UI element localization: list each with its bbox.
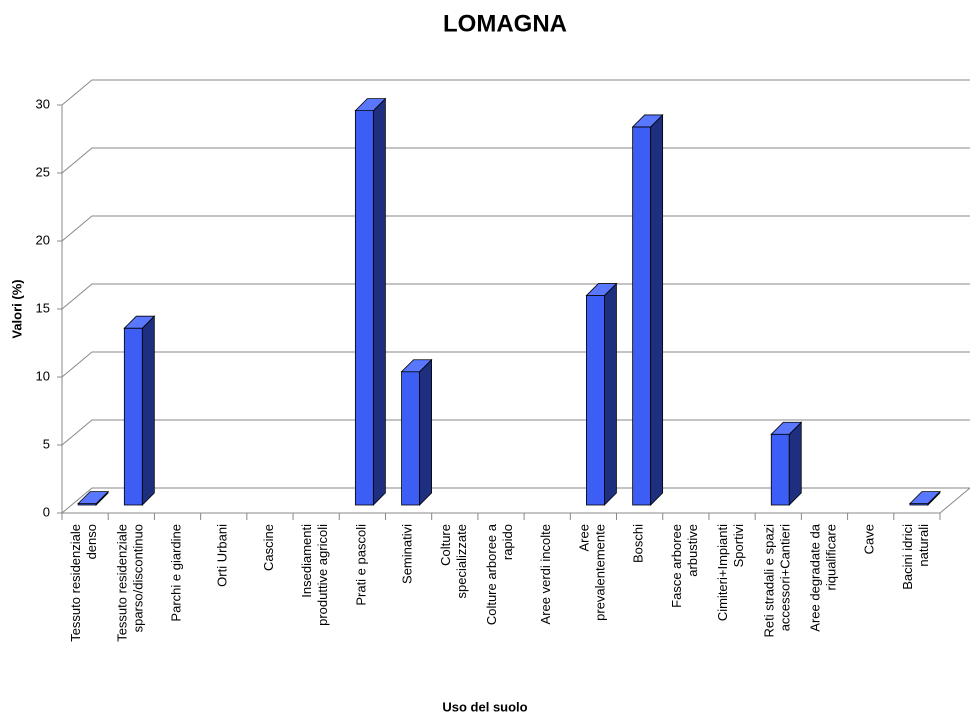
bar bbox=[123, 315, 156, 506]
bar-top bbox=[631, 114, 664, 128]
bar-top bbox=[123, 315, 156, 329]
chart-title: LOMAGNA bbox=[443, 10, 567, 37]
bar bbox=[631, 113, 664, 506]
x-axis-title: Uso del suolo bbox=[442, 699, 527, 714]
bar-top bbox=[908, 491, 941, 505]
x-tick-label: Bacini idricinaturali bbox=[900, 524, 931, 590]
x-tick-label: Tessuto residenzialedenso bbox=[69, 524, 100, 642]
y-tick-label: 10 bbox=[36, 368, 50, 383]
bar bbox=[908, 490, 941, 506]
x-tick-label: Colturespecializzate bbox=[438, 524, 469, 598]
x-tick-label: Prati e pascoli bbox=[354, 524, 369, 606]
grid-line bbox=[61, 215, 970, 242]
x-tick-label: Cascine bbox=[261, 524, 276, 571]
x-tick-label: Colture arboree arapido bbox=[484, 523, 515, 625]
bar bbox=[585, 282, 618, 506]
bar-side bbox=[788, 421, 802, 506]
x-tick-label: Parchi e giardine bbox=[169, 524, 184, 622]
x-tick-label: Insediamentiproduttive agricoli bbox=[300, 524, 331, 626]
x-tick-label: Seminativi bbox=[400, 524, 415, 584]
y-tick-label: 0 bbox=[43, 504, 50, 519]
y-axis-title: Valori (%) bbox=[9, 279, 24, 338]
bar-front bbox=[632, 126, 652, 506]
y-tick-label: 25 bbox=[36, 164, 50, 179]
grid-line bbox=[61, 147, 970, 174]
x-tick-label: Reti stradali e spaziaccessori+Cantieri bbox=[762, 524, 793, 638]
y-tick-label: 15 bbox=[36, 300, 50, 315]
grid-line bbox=[61, 419, 970, 446]
floor bbox=[62, 487, 970, 514]
x-tick-label: Boschi bbox=[631, 524, 646, 563]
y-tick-label: 5 bbox=[43, 436, 50, 451]
bar-top bbox=[354, 98, 387, 111]
x-tick-label: Aree degradate dariqualificare bbox=[808, 523, 839, 631]
y-tick-label: 30 bbox=[36, 96, 50, 111]
bar-top bbox=[400, 359, 433, 373]
x-tick-label: Aree verdi incolte bbox=[539, 524, 554, 624]
grid-line bbox=[61, 351, 970, 378]
bar-front bbox=[401, 371, 420, 506]
grid-line bbox=[61, 79, 970, 106]
x-tick-label: Tessuto residenzialesparso/discontinuo bbox=[115, 524, 146, 642]
bar bbox=[77, 490, 110, 506]
bar-top bbox=[770, 421, 803, 435]
x-tick-label: Orti Urbani bbox=[215, 524, 230, 587]
x-tick-label: Fasce arboreearbustive bbox=[669, 524, 700, 608]
bar-front bbox=[354, 110, 374, 506]
bar bbox=[770, 421, 803, 506]
x-tick-label: Areeprevalentemente bbox=[577, 524, 608, 621]
bar-front bbox=[586, 295, 605, 506]
bar-side bbox=[419, 358, 432, 506]
bar-side bbox=[604, 282, 617, 506]
x-tick-label: Cave bbox=[862, 524, 877, 554]
bar bbox=[354, 97, 387, 506]
bar bbox=[400, 358, 433, 506]
grid-line bbox=[61, 283, 970, 310]
bar-side bbox=[372, 97, 386, 506]
y-tick-label: 20 bbox=[36, 232, 50, 247]
bar-front bbox=[770, 433, 790, 506]
grid-line bbox=[61, 487, 970, 514]
bar-front bbox=[123, 327, 143, 506]
bar-top bbox=[77, 491, 110, 505]
bar-side bbox=[650, 113, 664, 506]
x-tick-label: Cimiteri+ImpiantiSportivi bbox=[715, 524, 746, 621]
bar-top bbox=[585, 283, 618, 296]
bar-side bbox=[141, 315, 155, 506]
